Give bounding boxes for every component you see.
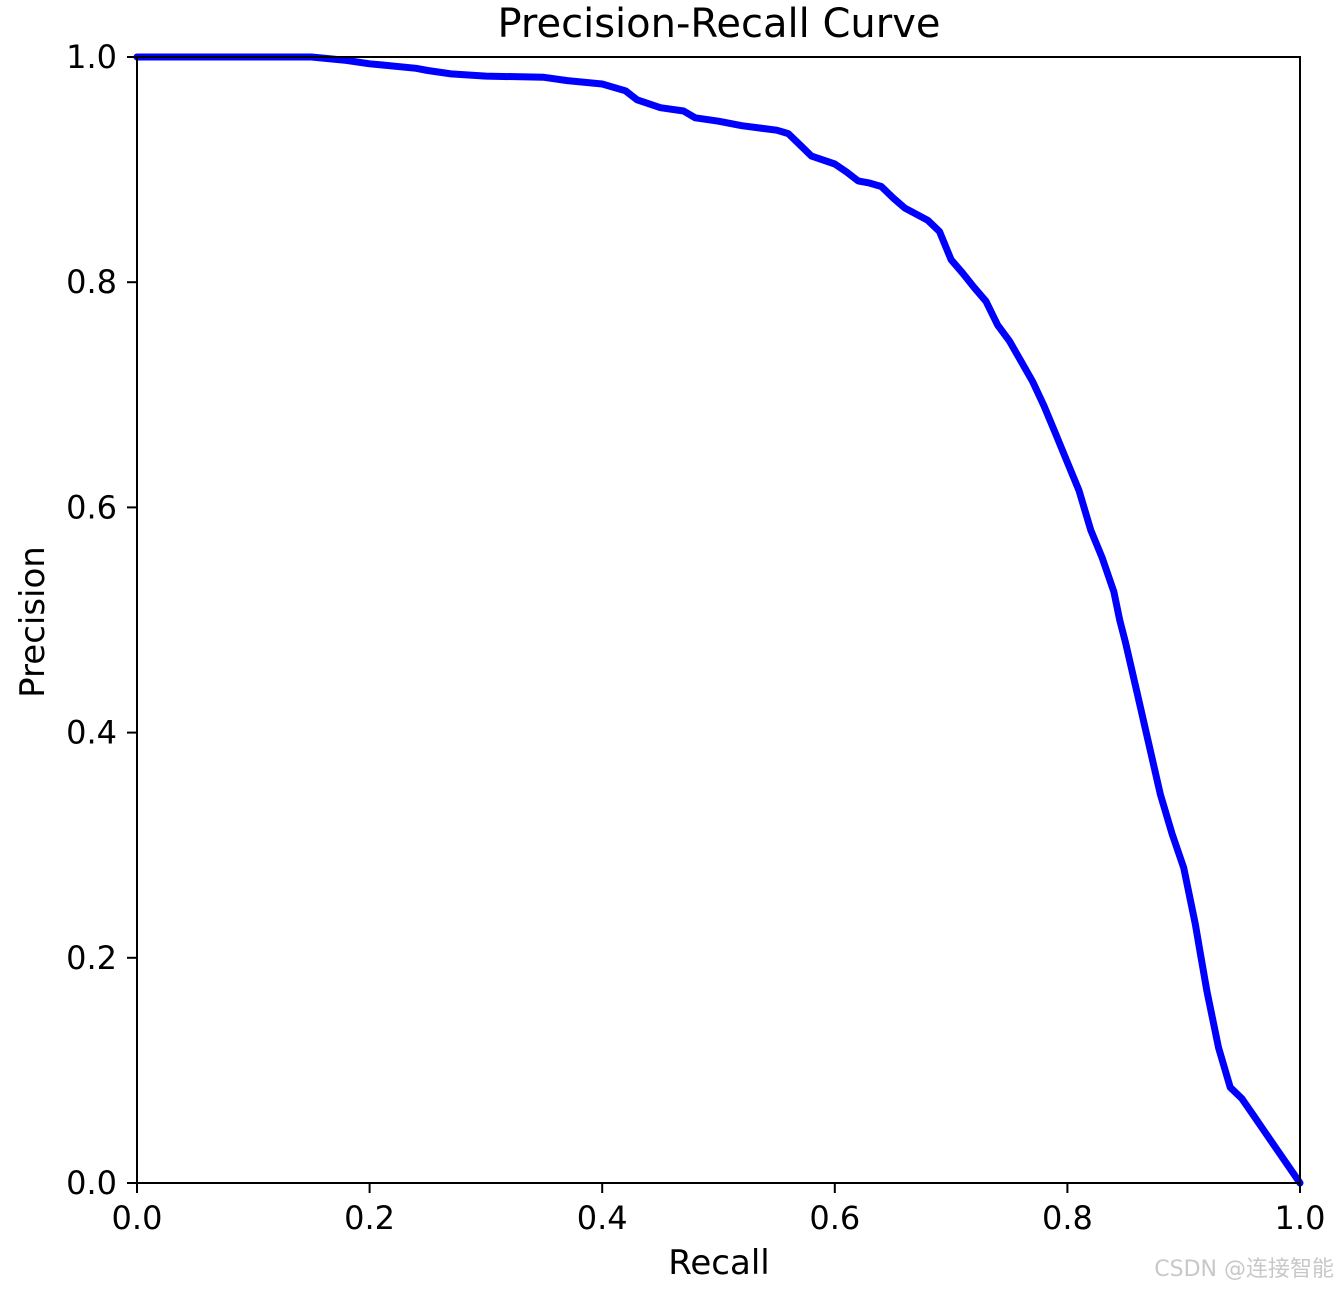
curve-layer xyxy=(133,53,1304,1187)
y-axis-label: Precision xyxy=(13,546,53,698)
y-tick-label: 0.4 xyxy=(66,714,117,752)
x-tick-label: 0.2 xyxy=(344,1199,395,1237)
pr-curve-line xyxy=(133,53,1304,1187)
y-tick-label: 0.6 xyxy=(66,488,117,526)
x-axis-ticks: 0.0 0.2 0.4 0.6 0.8 1.0 xyxy=(112,1183,1326,1237)
plot-frame xyxy=(136,56,1301,1184)
x-tick-label: 0.8 xyxy=(1042,1199,1093,1237)
watermark-text: CSDN @连接智能 xyxy=(1154,1257,1334,1282)
x-axis-label: Recall xyxy=(668,1243,769,1283)
x-tick-label: 0.0 xyxy=(112,1199,163,1237)
chart-title: Precision-Recall Curve xyxy=(498,1,941,47)
y-tick-label: 0.0 xyxy=(66,1164,117,1202)
x-tick-label: 0.6 xyxy=(809,1199,860,1237)
y-axis-ticks: 0.0 0.2 0.4 0.6 0.8 1.0 xyxy=(66,38,137,1202)
x-tick-label: 0.4 xyxy=(577,1199,628,1237)
y-tick-label: 0.2 xyxy=(66,939,117,977)
x-tick-label: 1.0 xyxy=(1275,1199,1326,1237)
y-tick-label: 0.8 xyxy=(66,263,117,301)
y-tick-label: 1.0 xyxy=(66,38,117,76)
